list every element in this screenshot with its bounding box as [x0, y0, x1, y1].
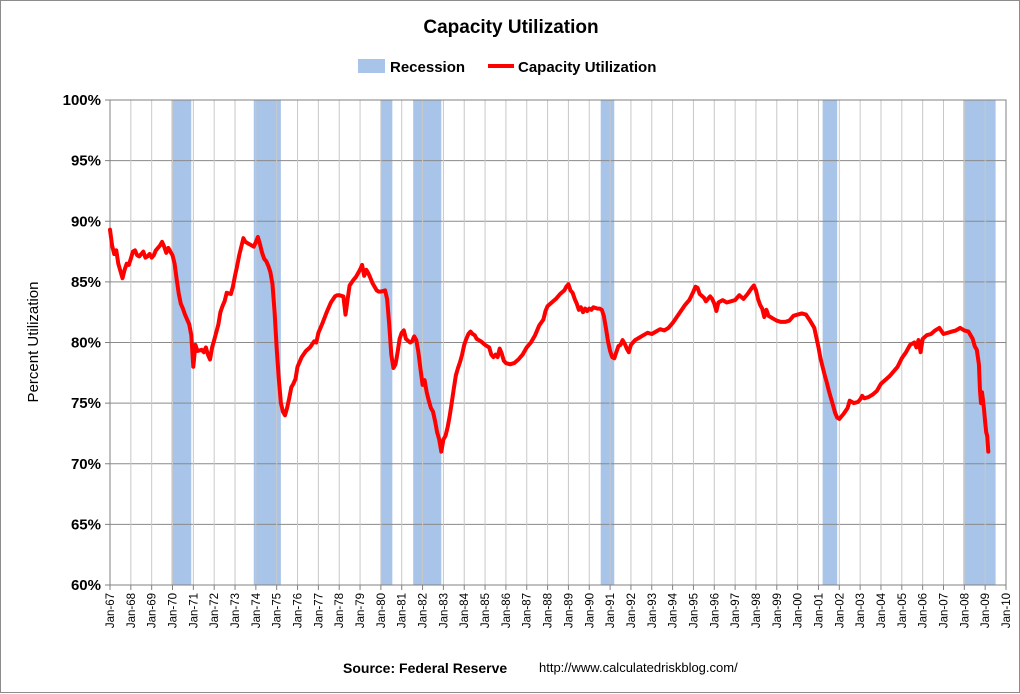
- x-tick-label: Jan-00: [793, 593, 805, 628]
- x-tick-label: Jan-91: [605, 593, 617, 628]
- source-label: Source: Federal Reserve: [343, 660, 507, 676]
- x-tick-label: Jan-02: [834, 593, 846, 628]
- x-tick-label: Jan-77: [313, 593, 325, 628]
- x-tick-label: Jan-10: [1001, 593, 1013, 628]
- x-tick-label: Jan-94: [668, 592, 680, 628]
- series-layer: [108, 227, 991, 454]
- x-tick-label: Jan-97: [730, 593, 742, 628]
- x-tick-label: Jan-83: [438, 593, 450, 628]
- source-url: http://www.calculatedriskblog.com/: [539, 660, 738, 675]
- x-tick-label: Jan-69: [147, 593, 159, 628]
- x-tick-label: Jan-80: [376, 593, 388, 628]
- x-tick-label: Jan-79: [355, 593, 367, 628]
- y-tick-label: 80%: [71, 335, 101, 352]
- x-tick-label: Jan-89: [563, 593, 575, 628]
- x-tick-label: Jan-88: [543, 593, 555, 628]
- x-tick-label: Jan-86: [501, 593, 513, 628]
- legend-recession-swatch: [358, 59, 385, 73]
- x-tick-label: Jan-75: [272, 593, 284, 628]
- y-tick-label: 70%: [71, 456, 101, 473]
- x-tick-label: Jan-76: [293, 593, 305, 628]
- y-tick-label: 60%: [71, 577, 101, 594]
- x-tick-label: Jan-67: [105, 593, 117, 628]
- x-tick-label: Jan-70: [168, 593, 180, 628]
- y-tick-label: 90%: [71, 213, 101, 230]
- legend: Recession Capacity Utilization: [358, 59, 656, 76]
- x-axis-ticks: Jan-67 Jan-68 Jan-69 Jan-70 Jan-71 Jan-72 Jan-…: [105, 585, 1013, 628]
- x-tick-label: Jan-03: [855, 593, 867, 628]
- x-tick-label: Jan-90: [584, 593, 596, 628]
- x-tick-label: Jan-87: [522, 593, 534, 628]
- x-tick-label: Jan-92: [626, 593, 638, 628]
- x-tick-label: Jan-05: [897, 593, 909, 628]
- x-tick-label: Jan-09: [980, 593, 992, 628]
- x-tick-label: Jan-99: [772, 593, 784, 628]
- chart-title: Capacity Utilization: [423, 17, 598, 38]
- x-tick-label: Jan-85: [480, 593, 492, 628]
- y-tick-label: 75%: [71, 395, 101, 412]
- legend-recession-label: Recession: [390, 59, 465, 76]
- x-tick-label: Jan-74: [251, 592, 263, 628]
- x-tick-label: Jan-82: [418, 593, 430, 628]
- x-tick-label: Jan-06: [918, 593, 930, 628]
- x-tick-label: Jan-78: [334, 593, 346, 628]
- x-tick-label: Jan-07: [938, 593, 950, 628]
- x-tick-label: Jan-08: [959, 593, 971, 628]
- x-tick-label: Jan-98: [751, 593, 763, 628]
- x-tick-label: Jan-95: [688, 593, 700, 628]
- y-axis-ticks: 60% 65% 70% 75% 80% 85% 90% 95% 100%: [63, 92, 110, 594]
- y-axis-label: Percent Utilization: [25, 282, 42, 403]
- legend-capacity-label: Capacity Utilization: [518, 59, 656, 76]
- x-tick-label: Jan-72: [209, 593, 221, 628]
- y-tick-label: 100%: [63, 92, 101, 109]
- x-tick-label: Jan-93: [647, 593, 659, 628]
- y-tick-label: 65%: [71, 516, 101, 533]
- y-tick-label: 85%: [71, 274, 101, 291]
- x-tick-label: Jan-96: [709, 593, 721, 628]
- y-tick-label: 95%: [71, 153, 101, 170]
- x-tick-label: Jan-84: [459, 592, 471, 628]
- x-tick-label: Jan-01: [813, 593, 825, 628]
- x-tick-label: Jan-68: [126, 593, 138, 628]
- capacity-utilization-line: [108, 227, 991, 454]
- x-tick-label: Jan-81: [397, 593, 409, 628]
- x-tick-label: Jan-04: [876, 592, 888, 628]
- x-tick-label: Jan-71: [188, 593, 200, 628]
- x-tick-label: Jan-73: [230, 593, 242, 628]
